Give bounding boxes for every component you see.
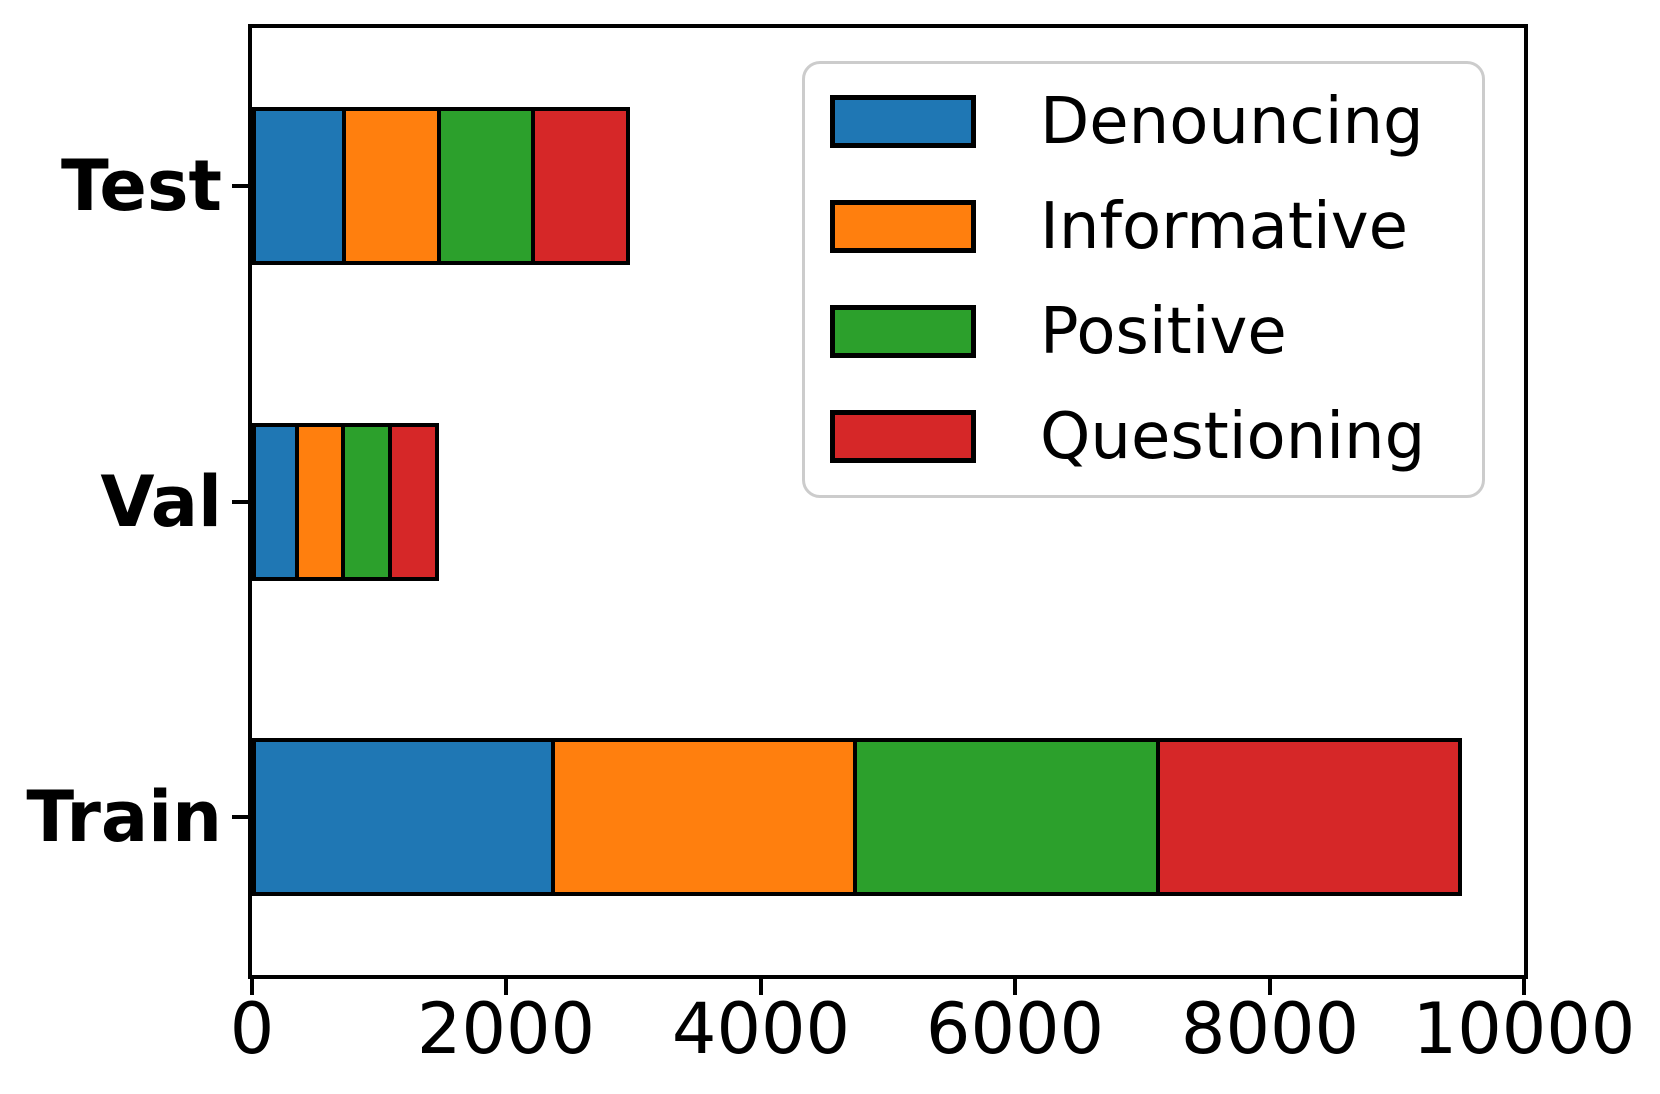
bar-val bbox=[252, 423, 1524, 581]
bar-segment-positive-train bbox=[853, 738, 1160, 896]
legend-swatch-denouncing bbox=[830, 95, 976, 148]
legend-label: Informative bbox=[1040, 189, 1408, 264]
bar-segment-informative-test bbox=[342, 107, 441, 265]
x-axis-tick bbox=[1522, 979, 1526, 995]
legend-swatch-positive bbox=[830, 305, 976, 358]
x-axis-tick-label: 10000 bbox=[1412, 988, 1636, 1070]
legend-item-informative: Informative bbox=[830, 174, 1482, 279]
x-axis-tick bbox=[250, 979, 254, 995]
bar-segment-denouncing-train bbox=[252, 738, 555, 896]
y-axis-category-label: Test bbox=[60, 145, 222, 227]
legend-label: Positive bbox=[1040, 294, 1287, 369]
x-axis-tick bbox=[1013, 979, 1017, 995]
bar-test bbox=[252, 107, 1524, 265]
legend-label: Denouncing bbox=[1040, 84, 1424, 159]
y-axis-tick bbox=[232, 500, 248, 504]
legend-item-denouncing: Denouncing bbox=[830, 69, 1482, 174]
bar-segment-informative-train bbox=[551, 738, 857, 896]
x-axis-tick-label: 6000 bbox=[925, 988, 1105, 1070]
bar-segment-informative-val bbox=[295, 423, 345, 581]
legend-item-positive: Positive bbox=[830, 279, 1482, 384]
legend: Denouncing Informative Positive Questioning bbox=[802, 61, 1485, 498]
y-axis-tick bbox=[232, 815, 248, 819]
legend-swatch-informative bbox=[830, 200, 976, 253]
bar-train bbox=[252, 738, 1524, 896]
bar-segment-denouncing-val bbox=[252, 423, 299, 581]
bar-segment-questioning-train bbox=[1156, 738, 1462, 896]
y-axis-tick bbox=[232, 184, 248, 188]
x-axis-tick bbox=[759, 979, 763, 995]
bar-segment-positive-test bbox=[437, 107, 535, 265]
bar-segment-questioning-val bbox=[388, 423, 439, 581]
legend-label: Questioning bbox=[1040, 399, 1426, 474]
x-axis-tick bbox=[1268, 979, 1272, 995]
y-axis-category-label: Train bbox=[26, 776, 222, 858]
x-axis-tick-label: 4000 bbox=[671, 988, 851, 1070]
bar-segment-positive-val bbox=[341, 423, 392, 581]
x-axis-tick-label: 0 bbox=[229, 988, 275, 1070]
legend-item-questioning: Questioning bbox=[830, 384, 1482, 489]
bar-segment-denouncing-test bbox=[252, 107, 346, 265]
x-axis-tick bbox=[504, 979, 508, 995]
x-axis-tick-label: 8000 bbox=[1180, 988, 1360, 1070]
y-axis-category-label: Val bbox=[100, 461, 222, 543]
bar-segment-questioning-test bbox=[531, 107, 630, 265]
x-axis-tick-label: 2000 bbox=[416, 988, 596, 1070]
legend-swatch-questioning bbox=[830, 410, 976, 463]
